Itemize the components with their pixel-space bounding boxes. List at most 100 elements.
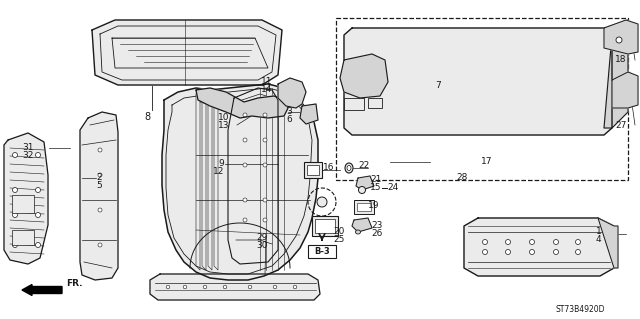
Circle shape xyxy=(506,249,511,255)
Text: 23: 23 xyxy=(371,220,382,229)
Circle shape xyxy=(243,113,247,117)
Circle shape xyxy=(263,113,267,117)
Bar xyxy=(312,216,338,236)
Circle shape xyxy=(13,152,17,158)
Circle shape xyxy=(243,198,247,202)
Text: 28: 28 xyxy=(456,173,467,182)
Bar xyxy=(308,245,336,258)
Polygon shape xyxy=(612,72,638,108)
Bar xyxy=(307,165,319,175)
Circle shape xyxy=(35,152,40,158)
Text: 15: 15 xyxy=(370,183,381,192)
Text: ST73B4920D: ST73B4920D xyxy=(556,306,605,315)
Bar xyxy=(12,230,34,245)
Bar xyxy=(344,98,364,110)
Circle shape xyxy=(98,208,102,212)
Circle shape xyxy=(243,138,247,142)
Circle shape xyxy=(506,240,511,244)
Circle shape xyxy=(575,249,580,255)
Text: 32: 32 xyxy=(22,152,33,160)
Ellipse shape xyxy=(358,187,365,194)
Text: 17: 17 xyxy=(481,158,493,167)
Polygon shape xyxy=(300,104,318,124)
Bar xyxy=(354,200,374,214)
Circle shape xyxy=(98,148,102,152)
Text: 8: 8 xyxy=(144,112,150,122)
Polygon shape xyxy=(4,133,48,264)
Circle shape xyxy=(529,249,534,255)
Text: 21: 21 xyxy=(370,175,381,184)
Circle shape xyxy=(273,285,277,289)
Circle shape xyxy=(98,243,102,247)
Circle shape xyxy=(263,198,267,202)
Circle shape xyxy=(529,240,534,244)
Polygon shape xyxy=(340,54,388,98)
Polygon shape xyxy=(464,218,614,276)
Text: 9: 9 xyxy=(218,159,224,167)
Polygon shape xyxy=(344,28,612,135)
Text: 10: 10 xyxy=(218,114,230,122)
Text: 25: 25 xyxy=(333,235,344,244)
Text: 2: 2 xyxy=(96,174,102,182)
Text: 1: 1 xyxy=(596,227,602,236)
Bar xyxy=(315,219,335,233)
Circle shape xyxy=(35,242,40,248)
Circle shape xyxy=(554,249,559,255)
Circle shape xyxy=(483,240,488,244)
Circle shape xyxy=(575,240,580,244)
Polygon shape xyxy=(604,20,638,54)
Circle shape xyxy=(35,188,40,192)
Bar xyxy=(304,162,322,178)
Polygon shape xyxy=(356,176,374,190)
Text: 22: 22 xyxy=(358,161,369,170)
Text: B-3: B-3 xyxy=(314,248,330,256)
Bar xyxy=(336,18,628,180)
Circle shape xyxy=(263,138,267,142)
Text: 4: 4 xyxy=(596,235,602,244)
Text: 24: 24 xyxy=(387,183,398,192)
Polygon shape xyxy=(162,84,318,280)
Text: 26: 26 xyxy=(371,228,382,238)
Text: 29: 29 xyxy=(256,234,268,242)
Polygon shape xyxy=(196,88,288,118)
Circle shape xyxy=(13,242,17,248)
Ellipse shape xyxy=(347,166,351,170)
Circle shape xyxy=(248,285,252,289)
Polygon shape xyxy=(278,78,306,108)
Text: 31: 31 xyxy=(22,144,33,152)
Bar xyxy=(12,195,34,213)
Text: 3: 3 xyxy=(286,107,292,115)
Circle shape xyxy=(13,212,17,218)
Text: 6: 6 xyxy=(286,115,292,123)
Polygon shape xyxy=(352,218,372,232)
Polygon shape xyxy=(598,218,618,268)
Text: FR.: FR. xyxy=(66,278,83,287)
Circle shape xyxy=(263,218,267,222)
Ellipse shape xyxy=(345,163,353,173)
Text: 11: 11 xyxy=(261,78,273,86)
Circle shape xyxy=(223,285,227,289)
Ellipse shape xyxy=(616,37,622,43)
Text: 20: 20 xyxy=(333,227,344,236)
Text: 14: 14 xyxy=(261,85,273,94)
Text: 5: 5 xyxy=(96,182,102,190)
Polygon shape xyxy=(150,274,320,300)
Bar xyxy=(368,98,382,108)
Circle shape xyxy=(483,249,488,255)
Ellipse shape xyxy=(355,230,360,234)
Circle shape xyxy=(293,285,297,289)
Circle shape xyxy=(166,285,170,289)
Text: 16: 16 xyxy=(323,162,335,172)
Polygon shape xyxy=(80,112,118,280)
Circle shape xyxy=(13,188,17,192)
Bar xyxy=(357,203,371,211)
Circle shape xyxy=(554,240,559,244)
Circle shape xyxy=(98,173,102,177)
Ellipse shape xyxy=(317,197,327,207)
Circle shape xyxy=(183,285,187,289)
Text: 7: 7 xyxy=(435,80,441,90)
Text: 30: 30 xyxy=(256,241,268,250)
Polygon shape xyxy=(604,20,628,128)
Text: 27: 27 xyxy=(615,121,627,130)
Text: 19: 19 xyxy=(368,201,380,210)
